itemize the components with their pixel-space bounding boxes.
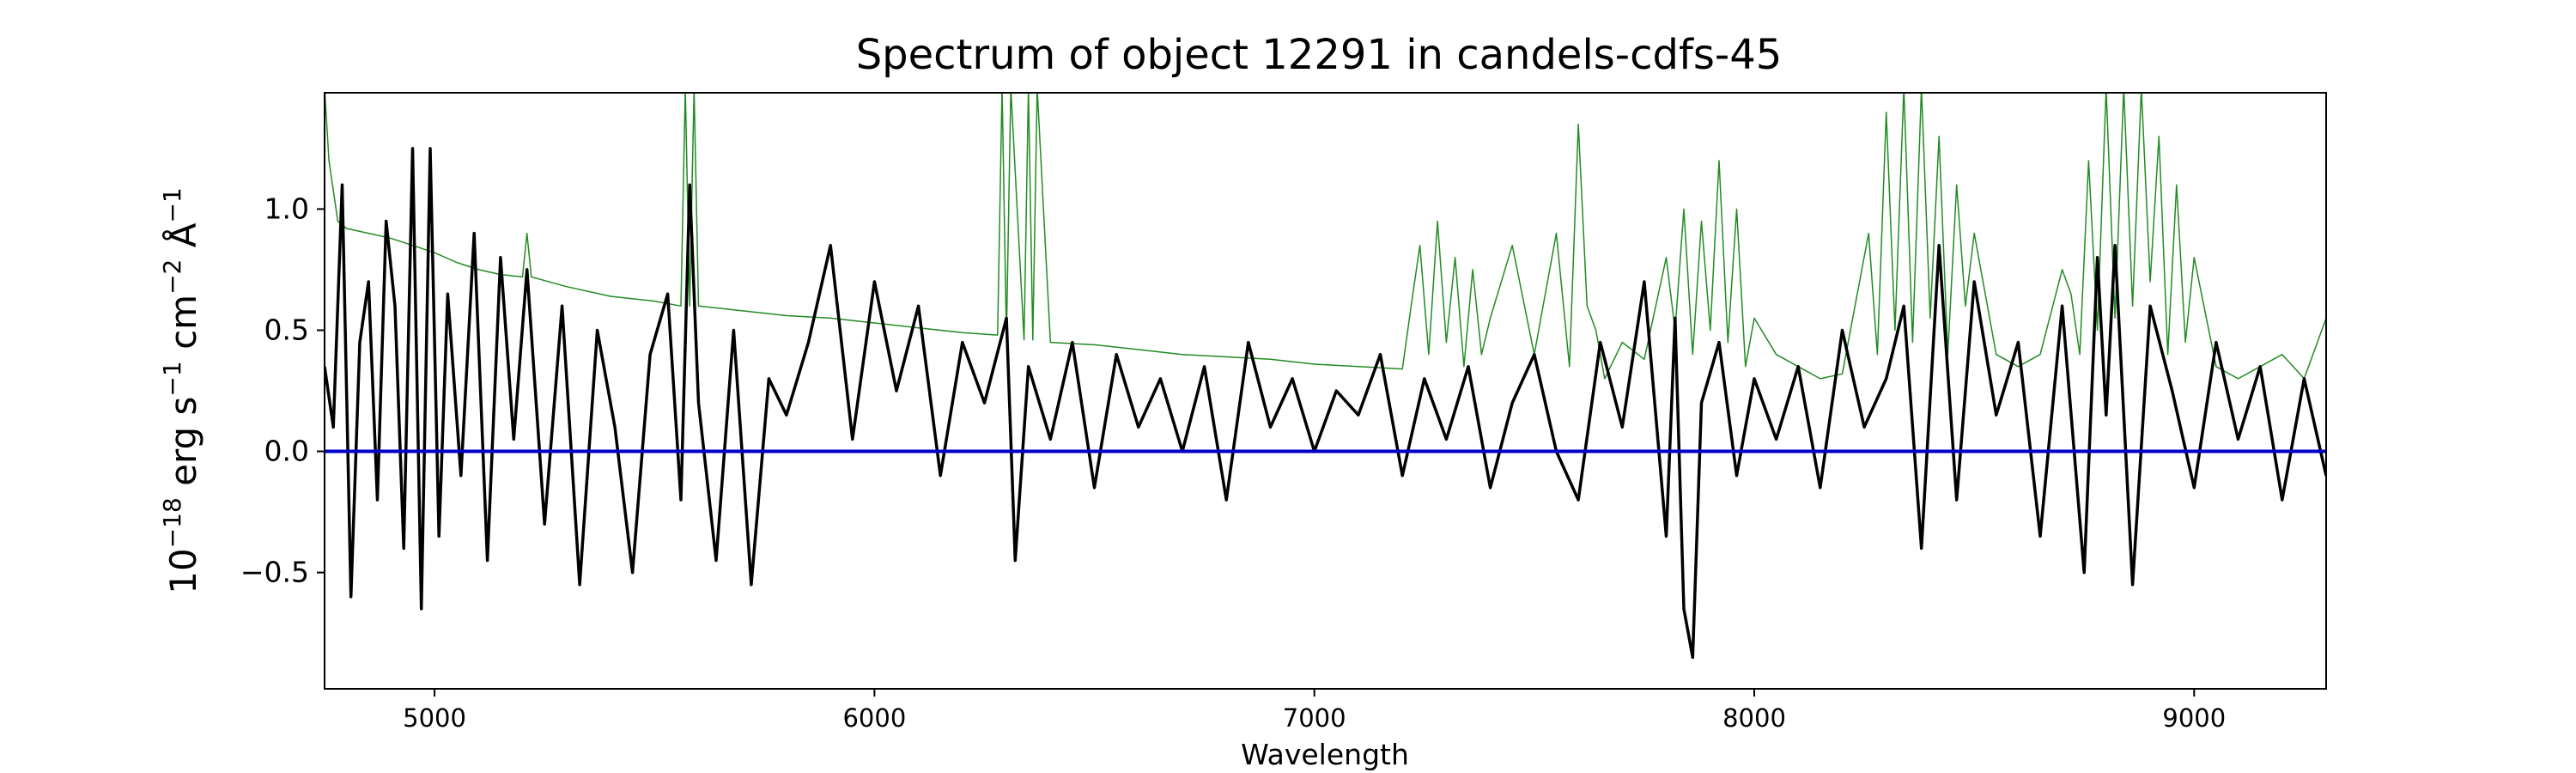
chart-title: Spectrum of object 12291 in candels-cdfs… [856, 31, 1783, 79]
y-axis-label-exp4: −1 [158, 187, 186, 222]
y-axis: −0.5 0.0 0.5 1.0 [240, 192, 325, 589]
y-axis-label-exp2: −1 [158, 361, 186, 396]
x-tick-label: 6000 [842, 703, 906, 733]
x-tick-label: 7000 [1283, 703, 1346, 733]
y-axis-label: 10−18 erg s−1 cm−2 Å−1 [158, 187, 204, 593]
y-axis-label-mid1: erg s [162, 397, 204, 498]
y-axis-label-exp1: −18 [158, 497, 186, 548]
y-tick-label: −0.5 [240, 556, 309, 589]
plot-frame [324, 92, 2327, 690]
x-axis-label: Wavelength [1241, 738, 1409, 771]
x-tick-label: 9000 [2162, 703, 2226, 733]
y-tick-label: 1.0 [264, 192, 309, 225]
y-tick-label: 0.0 [264, 435, 309, 468]
y-axis-label-mid3: Å [161, 222, 204, 259]
y-axis-label-exp3: −2 [158, 259, 186, 295]
y-tick-label: 0.5 [264, 313, 309, 346]
y-axis-label-mid2: cm [162, 295, 204, 361]
plot-area [324, 92, 2327, 690]
flux-series-line [325, 147, 2326, 660]
x-tick-label: 8000 [1722, 703, 1786, 733]
x-tick-label: 5000 [403, 703, 466, 733]
y-axis-label-prefix: 10 [162, 548, 204, 593]
x-axis: 5000 6000 7000 8000 9000 [403, 689, 2226, 733]
series-layer [325, 93, 2326, 660]
model-series-line [325, 93, 2326, 380]
